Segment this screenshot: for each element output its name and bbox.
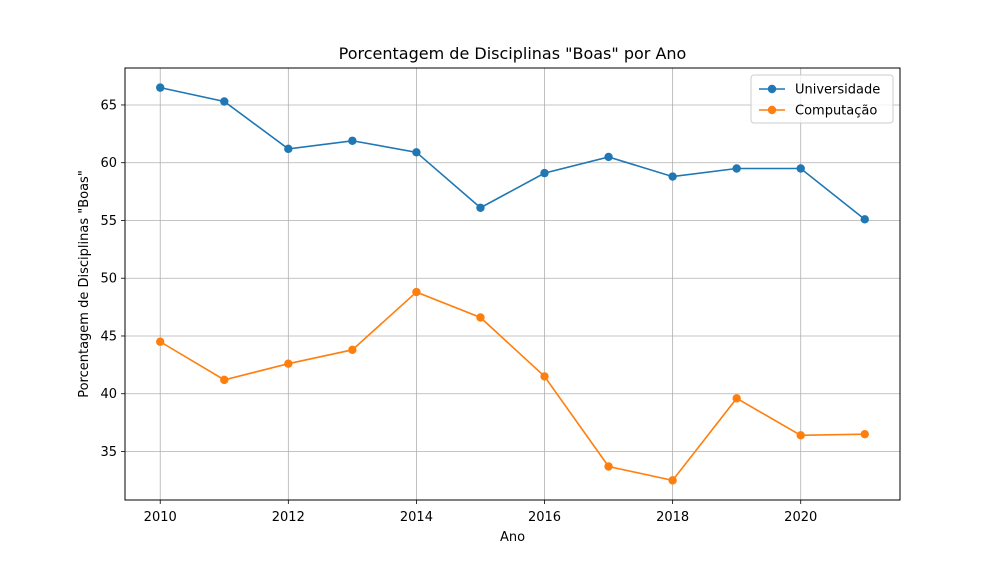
legend-marker [767,105,777,115]
data-point [668,172,677,181]
legend-marker [767,84,777,94]
y-tick-label: 45 [100,329,117,344]
legend-item: Universidade [759,83,880,98]
data-point [476,203,485,212]
data-point [796,431,805,440]
data-point [732,394,741,403]
data-point [540,372,549,381]
data-point [796,164,805,173]
data-point [348,136,357,145]
data-point [412,148,421,157]
x-axis-label: Ano [500,530,525,545]
x-tick-label: 2010 [144,510,177,525]
data-point [540,168,549,178]
y-tick-label: 55 [100,214,117,229]
data-point [156,337,165,346]
data-point [668,476,677,485]
axis-ticks: 2010 2012 2014 2016 2018 2020 35 40 45 50 55 60 65 [100,98,817,525]
legend: Universidade Computação [750,74,894,124]
legend-label: Universidade [795,83,880,98]
y-tick-label: 40 [100,387,117,402]
y-tick-label: 60 [100,156,117,171]
data-point [732,164,741,173]
x-tick-label: 2012 [272,510,305,525]
legend-label: Computação [795,104,877,119]
data-point [284,359,293,368]
data-point [604,152,613,162]
legend-item: Computação [759,104,877,119]
data-point [220,375,229,385]
data-point [604,462,613,471]
data-point [156,83,165,92]
plot-frame [124,67,901,501]
y-tick-label: 50 [100,272,117,287]
y-tick-label: 35 [100,445,117,460]
data-series [156,83,869,485]
chart-title: Porcentagem de Disciplinas "Boas" por An… [339,44,687,63]
data-point [860,215,869,224]
series-1 [156,83,869,224]
data-point [860,429,869,439]
data-point [412,287,421,297]
x-tick-label: 2014 [400,510,433,525]
data-point [284,144,293,154]
series-line [159,291,865,482]
data-point [348,345,357,355]
series-line [160,86,866,220]
data-point [476,313,485,322]
series-2 [156,287,869,485]
grid-lines [125,68,900,500]
y-axis-label: Porcentagem de Disciplinas "Boas" [77,170,92,398]
x-tick-label: 2016 [528,510,561,525]
legend-box [750,74,894,124]
x-tick-label: 2020 [784,510,817,525]
y-tick-label: 65 [100,98,117,113]
x-tick-label: 2018 [656,510,689,525]
data-point [220,97,229,106]
